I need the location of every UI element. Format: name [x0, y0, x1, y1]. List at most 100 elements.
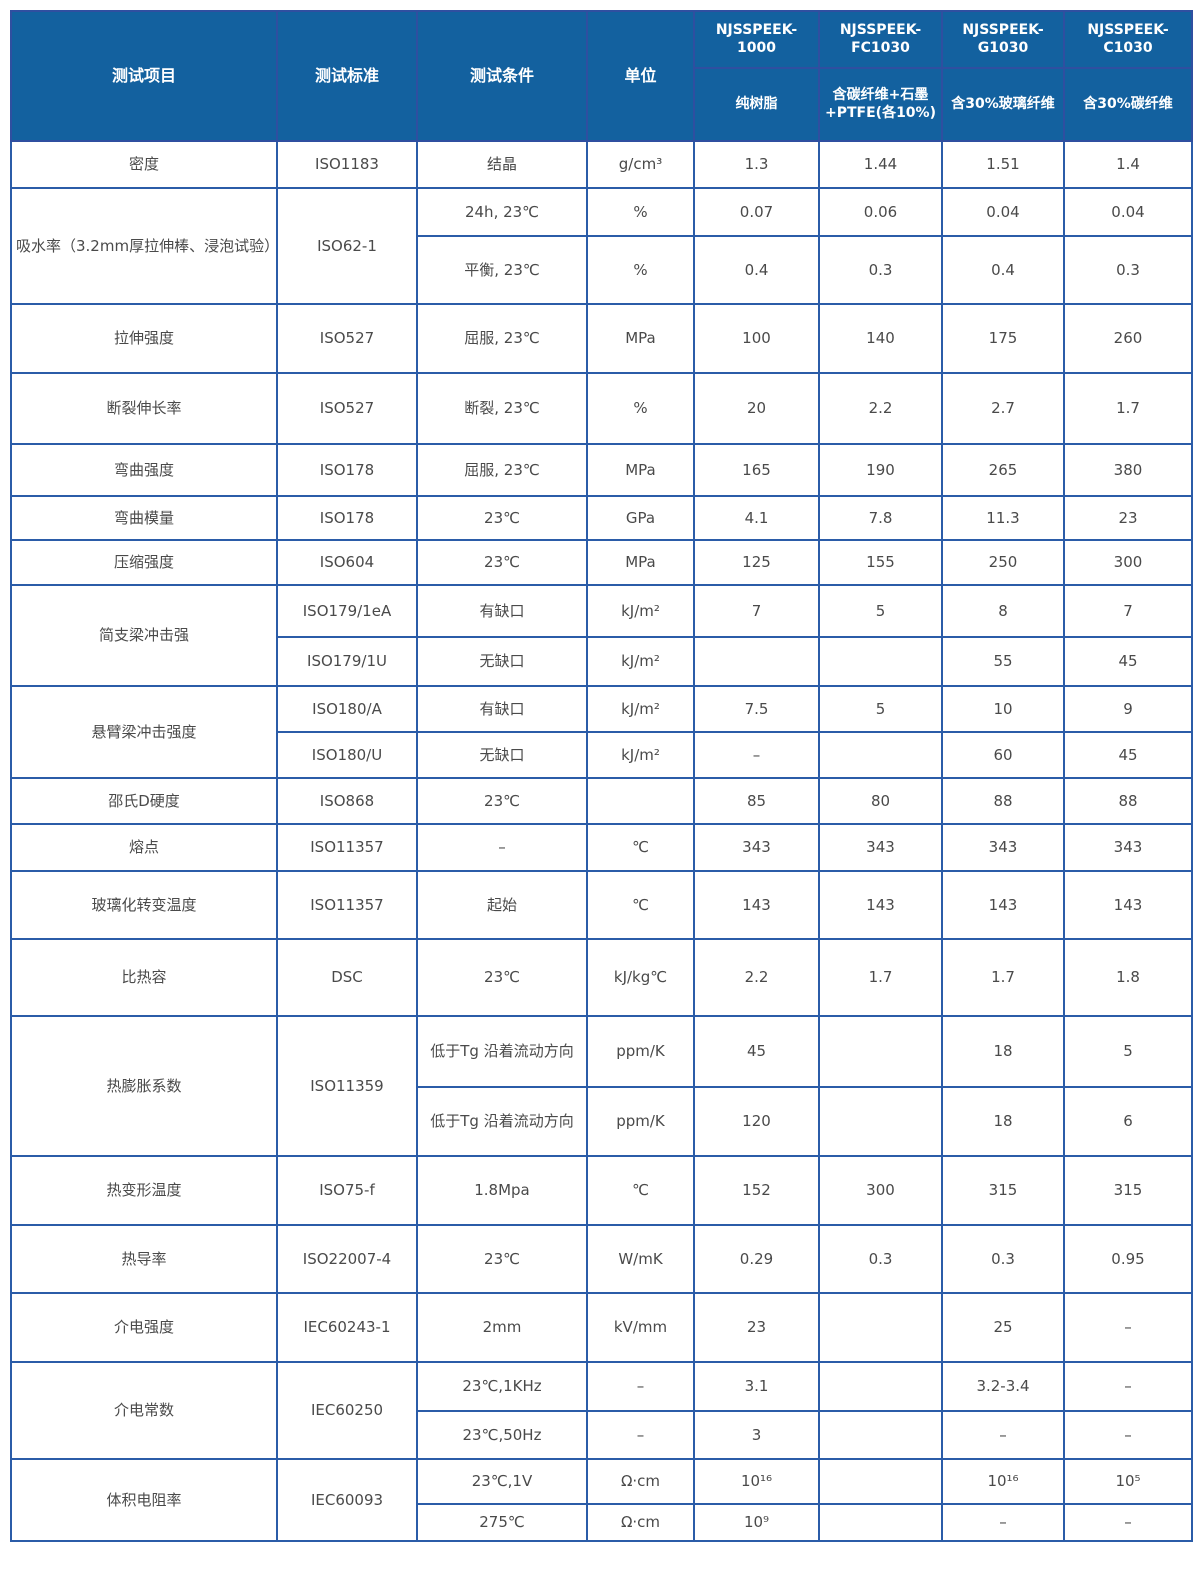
unit: ℃	[586, 870, 695, 940]
unit: ℃	[586, 823, 695, 872]
test-standard: ISO62-1	[276, 187, 418, 305]
test-condition: 23℃	[416, 938, 588, 1017]
value-cell: 2.2	[818, 372, 943, 445]
unit: kV/mm	[586, 1292, 695, 1363]
table-row: 275℃ Ω·cm 10⁹ – –	[11, 1503, 1193, 1542]
value-cell	[818, 1292, 943, 1363]
test-condition: 23℃,1KHz	[416, 1361, 588, 1412]
test-standard: ISO75-f	[276, 1155, 418, 1226]
value-cell	[818, 1086, 943, 1157]
unit: %	[586, 235, 695, 305]
test-item: 吸水率（3.2mm厚拉伸棒、浸泡试验）	[10, 187, 279, 305]
value-cell: 190	[818, 443, 943, 497]
value-cell: 3	[693, 1410, 820, 1460]
value-cell: 0.04	[941, 187, 1065, 237]
unit: Ω·cm	[586, 1458, 695, 1505]
value-cell: 143	[941, 870, 1065, 940]
value-cell	[818, 731, 943, 779]
value-cell: 175	[941, 303, 1065, 374]
value-cell: –	[1063, 1361, 1193, 1412]
value-cell: 7.8	[818, 495, 943, 541]
table-row: 热导率 ISO22007-4 23℃ W/mK 0.29 0.3 0.3 0.95	[10, 1224, 1193, 1294]
test-standard: ISO178	[276, 495, 418, 541]
value-cell: 7.5	[693, 685, 820, 733]
test-standard: ISO604	[276, 539, 418, 586]
value-cell: 10¹⁶	[941, 1458, 1065, 1505]
test-condition: 23℃	[416, 777, 588, 825]
value-cell: 0.95	[1063, 1224, 1193, 1294]
test-condition: 2mm	[416, 1292, 588, 1363]
test-condition: 23℃	[416, 1224, 588, 1294]
value-cell: 380	[1063, 443, 1193, 497]
table-row: 邵氏D硬度 ISO868 23℃ 85 80 88 88	[10, 777, 1193, 825]
table-row: 体积电阻率 IEC60093 23℃,1V Ω·cm 10¹⁶ 10¹⁶ 10⁵	[10, 1458, 1193, 1542]
value-cell: 1.3	[693, 140, 820, 189]
table-row: 热膨胀系数 ISO11359 低于Tg 沿着流动方向 ppm/K 45 18 5	[10, 1015, 1193, 1157]
value-cell: 88	[941, 777, 1065, 825]
test-standard: ISO1183	[276, 140, 418, 189]
value-cell: 0.3	[1063, 235, 1193, 305]
unit: g/cm³	[586, 140, 695, 189]
table-row: 低于Tg 沿着流动方向 ppm/K 120 18 6	[11, 1086, 1193, 1157]
test-item: 断裂伸长率	[10, 372, 278, 445]
value-cell: 5	[818, 685, 943, 733]
table-row: 压缩强度 ISO604 23℃ MPa 125 155 250 300	[10, 539, 1193, 586]
test-standard: ISO22007-4	[276, 1224, 418, 1294]
test-standard: ISO11357	[276, 870, 418, 940]
test-condition: 屈服, 23℃	[416, 443, 588, 497]
test-item: 热膨胀系数	[10, 1015, 278, 1157]
header-item: 测试项目	[10, 10, 278, 142]
value-cell: 9	[1063, 685, 1193, 733]
value-cell: 155	[818, 539, 943, 586]
value-cell: 143	[818, 870, 943, 940]
test-standard: ISO868	[276, 777, 418, 825]
unit: ppm/K	[586, 1086, 695, 1157]
value-cell: 85	[693, 777, 820, 825]
value-cell: 45	[1063, 636, 1193, 687]
value-cell: 0.07	[693, 187, 820, 237]
test-condition: 1.8Mpa	[416, 1155, 588, 1226]
table-row: 比热容 DSC 23℃ kJ/kg℃ 2.2 1.7 1.7 1.8	[10, 938, 1193, 1017]
test-standard: DSC	[276, 938, 418, 1017]
value-cell: 10⁵	[1063, 1458, 1193, 1505]
test-condition: 低于Tg 沿着流动方向	[416, 1086, 588, 1157]
unit: MPa	[586, 303, 695, 374]
unit: MPa	[586, 443, 695, 497]
value-cell	[693, 636, 820, 687]
product-desc: 纯树脂	[693, 67, 820, 142]
value-cell: 80	[818, 777, 943, 825]
value-cell: 3.1	[693, 1361, 820, 1412]
value-cell: 1.7	[1063, 372, 1193, 445]
test-condition: 断裂, 23℃	[416, 372, 588, 445]
test-condition: 有缺口	[416, 584, 588, 638]
value-cell: 60	[941, 731, 1065, 779]
test-item: 悬臂梁冲击强度	[10, 685, 278, 779]
value-cell	[818, 1503, 943, 1542]
value-cell: 20	[693, 372, 820, 445]
product-desc: 含30%玻璃纤维	[941, 67, 1065, 142]
value-cell: 100	[693, 303, 820, 374]
test-condition: 275℃	[416, 1503, 588, 1542]
test-item: 压缩强度	[10, 539, 278, 586]
value-cell: 23	[1063, 495, 1193, 541]
value-cell: 315	[1063, 1155, 1193, 1226]
value-cell: 143	[1063, 870, 1193, 940]
test-standard: ISO11359	[276, 1015, 418, 1157]
value-cell: –	[1063, 1410, 1193, 1460]
unit: W/mK	[586, 1224, 695, 1294]
test-condition: 23℃	[416, 495, 588, 541]
test-item: 玻璃化转变温度	[10, 870, 278, 940]
table-row: 介电常数 IEC60250 23℃,1KHz –3.1 3.2-3.4–	[10, 1361, 1193, 1460]
value-cell: 45	[1063, 731, 1193, 779]
value-cell: 5	[818, 584, 943, 638]
table-row: 密度 ISO1183 结晶 g/cm³ 1.3 1.44 1.51 1.4	[10, 140, 1193, 189]
value-cell: 125	[693, 539, 820, 586]
value-cell	[818, 1015, 943, 1088]
value-cell: 300	[818, 1155, 943, 1226]
value-cell	[818, 636, 943, 687]
value-cell: 11.3	[941, 495, 1065, 541]
value-cell: 23	[693, 1292, 820, 1363]
value-cell: 152	[693, 1155, 820, 1226]
value-cell: 140	[818, 303, 943, 374]
test-condition: 低于Tg 沿着流动方向	[416, 1015, 588, 1088]
